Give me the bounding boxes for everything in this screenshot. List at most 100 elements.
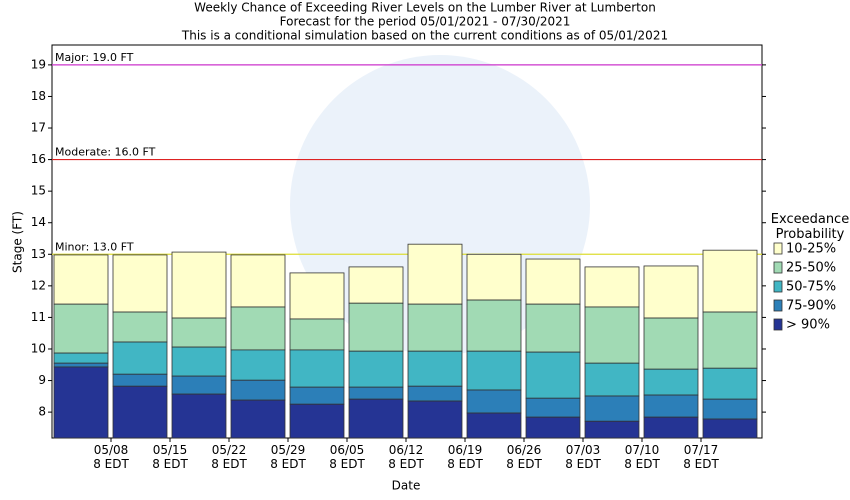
y-tick-label: 16 — [31, 152, 46, 166]
y-tick-label: 17 — [31, 121, 46, 135]
y-tick-label: 19 — [31, 57, 46, 71]
y-tick-label: 15 — [31, 184, 46, 198]
bar-segment — [230, 399, 286, 439]
y-tick-label: 8 — [38, 405, 46, 419]
bar-segment — [289, 349, 345, 388]
bar-segment — [53, 366, 109, 439]
bar-segment — [230, 379, 286, 401]
y-tick-label: 11 — [31, 310, 46, 324]
chart-title: Weekly Chance of Exceeding River Levels … — [194, 1, 656, 15]
bar-segment — [171, 346, 227, 377]
x-axis-label: Date — [392, 479, 421, 493]
bar-segment — [112, 254, 168, 313]
legend-label: 10-25% — [786, 242, 836, 257]
bar-segment — [466, 412, 522, 439]
legend-label: 25-50% — [786, 261, 836, 276]
bar-segment — [112, 373, 168, 387]
bar-segment — [289, 403, 345, 439]
bar-segment — [112, 341, 168, 375]
bar-segment — [407, 243, 463, 305]
bar-segment — [230, 349, 286, 381]
bar-segment — [643, 368, 699, 396]
bar-segment — [171, 393, 227, 439]
legend-swatch — [773, 318, 783, 331]
bar-segment — [112, 311, 168, 343]
bar-segment — [643, 265, 699, 319]
y-tick-label: 13 — [31, 247, 46, 261]
bar-segment — [348, 266, 404, 304]
bar-segment — [466, 253, 522, 301]
bar-segment — [702, 367, 758, 400]
bar-segment — [407, 303, 463, 352]
threshold-label: Minor: 13.0 FT — [55, 240, 134, 253]
bar-segment — [525, 258, 581, 305]
legend-swatch — [773, 242, 783, 255]
y-tick-label: 10 — [31, 341, 46, 355]
bar-segment — [171, 251, 227, 319]
threshold-label: Moderate: 16.0 FT — [55, 146, 156, 159]
x-tick-label: 07/10 8 EDT — [624, 443, 660, 471]
bar-segment — [289, 318, 345, 351]
bar-segment — [407, 385, 463, 402]
bar-segment — [525, 397, 581, 418]
x-tick-label: 06/26 8 EDT — [506, 443, 542, 471]
legend-label: 75-90% — [786, 299, 836, 314]
y-tick-label: 18 — [31, 89, 46, 103]
bar-segment — [643, 416, 699, 439]
bar-segment — [348, 350, 404, 388]
x-tick-label: 06/19 8 EDT — [447, 443, 483, 471]
bar-segment — [112, 385, 168, 439]
bar-segment — [584, 266, 640, 308]
bar-segment — [348, 302, 404, 352]
legend-label: 50-75% — [786, 280, 836, 295]
x-tick-label: 06/05 8 EDT — [329, 443, 365, 471]
bar-segment — [702, 311, 758, 369]
y-tick-label: 12 — [31, 278, 46, 292]
bar-segment — [289, 272, 345, 320]
y-tick-label: 14 — [31, 215, 46, 229]
bar-segment — [702, 249, 758, 313]
legend-title: Exceedance Probability — [770, 212, 850, 242]
bar-segment — [466, 299, 522, 352]
bar-segment — [53, 303, 109, 354]
bar-segment — [53, 352, 109, 364]
y-tick-label: 9 — [38, 373, 46, 387]
bar-segment — [466, 389, 522, 414]
bar-segment — [466, 350, 522, 391]
legend-label: > 90% — [786, 318, 830, 333]
bar-segment — [643, 317, 699, 370]
bar-segment — [289, 386, 345, 405]
bar-segment — [171, 375, 227, 395]
bar-segment — [584, 306, 640, 364]
bar-segment — [230, 254, 286, 308]
x-tick-label: 05/08 8 EDT — [93, 443, 129, 471]
legend-swatch — [773, 280, 783, 293]
x-tick-label: 07/17 8 EDT — [683, 443, 719, 471]
bar-segment — [584, 362, 640, 397]
bar-segment — [643, 394, 699, 418]
legend-swatch — [773, 299, 783, 312]
bar-segment — [348, 386, 404, 400]
bar-segment — [702, 398, 758, 420]
y-axis-label: Stage (FT) — [11, 211, 25, 273]
bar-segment — [407, 350, 463, 387]
bar-segment — [171, 317, 227, 348]
chart-subtitle: Forecast for the period 05/01/2021 - 07/… — [280, 15, 571, 29]
bar-segment — [348, 398, 404, 439]
bar-segment — [525, 303, 581, 353]
bar-segment — [584, 395, 640, 422]
bar-segment — [230, 306, 286, 351]
bar-segment — [53, 254, 109, 305]
threshold-label: Major: 19.0 FT — [55, 51, 134, 64]
bar-segment — [407, 400, 463, 439]
bar-segment — [53, 362, 109, 368]
bar-segment — [702, 418, 758, 439]
bar-segment — [584, 420, 640, 439]
x-tick-label: 05/15 8 EDT — [152, 443, 188, 471]
bar-segment — [525, 416, 581, 439]
x-tick-label: 05/29 8 EDT — [270, 443, 306, 471]
bar-segment — [525, 351, 581, 399]
chart-subtitle: This is a conditional simulation based o… — [181, 29, 668, 43]
